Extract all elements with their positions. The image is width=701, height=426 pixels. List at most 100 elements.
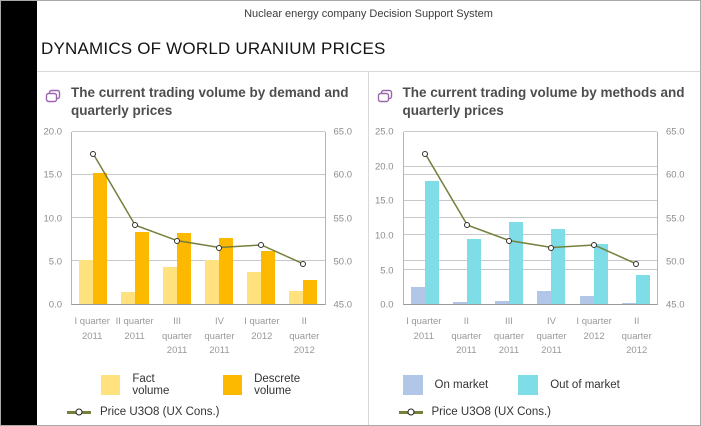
price-line [72,132,325,304]
bar-descrete-volume [135,232,150,305]
right-axis-tick-label: 60.0 [333,169,353,181]
left-axis-tick-label: 15.0 [375,195,394,207]
bar-on-market [495,301,510,305]
legend-label-price: Price U3O8 (UX Cons.) [431,406,552,418]
bar-group [240,132,282,305]
plot-area [402,131,658,306]
left-axis-tick-label: 25.0 [375,126,394,138]
legend-item-out-of-market: Out of market [518,375,620,395]
bar-group [156,132,198,305]
x-axis-label: IV quarter 2011 [204,316,235,356]
right-axis-tick-label: 65.0 [333,126,353,138]
gridline [72,131,325,132]
bar-out-of-market [593,244,608,305]
legend-item-fact-volume: Fact volume [101,373,193,397]
bar-group [446,132,488,305]
gridline [403,165,657,167]
price-point-marker [463,222,470,229]
bar-on-market [621,303,636,305]
x-axis-label: II quarter 2012 [621,316,652,356]
chart-panels: The current trading volume by demand and… [37,71,700,425]
chart-volume-by-demand: 0.0 5.0 10.0 15.0 20.0 45.0 50.0 55.0 60.0 65.0 [37,127,368,311]
bar-out-of-market [635,274,650,305]
gridline [403,260,657,262]
left-axis-tick-label: 20.0 [375,161,394,173]
x-axis-label: III quarter 2011 [493,316,525,356]
bar-descrete-volume [219,238,234,305]
gridline [72,260,325,262]
legend-line-row: Price U3O8 (UX Cons.) [369,399,701,425]
right-axis-tick-label: 45.0 [333,299,353,311]
gridline [403,199,657,201]
bar-group [72,132,114,305]
panel-volume-by-demand: The current trading volume by demand and… [37,72,369,425]
bar-out-of-market [424,180,439,305]
left-axis-ticks: 0.0 5.0 10.0 15.0 20.0 [37,127,66,311]
legend-bars-row: Fact volume Descrete volume [37,371,368,399]
price-point-marker [590,241,597,248]
x-axis-labels: I quarter 2011 II quarter 2011 III quarter… [403,313,659,365]
legend-item-descrete-volume: Descrete volume [222,373,338,397]
legend: Fact volume Descrete volume Price U3O8 (… [37,371,368,425]
x-axis-label: I quarter 2011 [74,316,110,342]
gridline [72,174,325,176]
right-axis-tick-label: 65.0 [666,126,685,138]
bar-descrete-volume [261,251,276,305]
price-point-marker [300,260,307,267]
bar-fact-volume [247,271,262,305]
price-line-marker-icon [67,407,91,417]
bar-descrete-volume [177,232,192,305]
panel-title: The current trading volume by demand and… [71,85,349,119]
bar-group [573,132,615,305]
right-axis-tick-label: 50.0 [333,256,353,268]
folder-icon[interactable] [45,89,61,122]
legend-label: On market [434,379,489,391]
chart-volume-by-methods: 0.0 5.0 10.0 15.0 20.0 25.0 45.0 50.0 55.0 60.0 6… [369,127,701,311]
fact-volume-swatch [101,375,121,395]
legend-item-on-market: On market [402,375,489,395]
bar-group [404,132,446,305]
gridline [72,217,325,219]
right-axis-ticks: 45.0 50.0 55.0 60.0 65.0 [328,127,368,311]
bar-fact-volume [121,291,136,305]
left-axis-tick-label: 10.0 [375,230,394,242]
plot-area [71,131,326,306]
x-axis-label: I quarter 2012 [576,316,612,342]
price-line [404,132,658,304]
gridline [403,268,657,270]
panel-title: The current trading volume by methods an… [402,85,685,119]
panel-header: The current trading volume by methods an… [369,72,701,126]
x-axis-labels: I quarter 2011 II quarter 2011 III quarter… [71,313,326,365]
legend: On market Out of market Price U3O8 (UX C… [369,371,701,425]
bar-descrete-volume [93,173,108,305]
on-market-swatch [402,375,423,395]
gridline [403,217,657,219]
left-black-sidebar [1,1,37,425]
left-axis-tick-label: 0.0 [48,299,62,311]
bar-descrete-volume [303,280,318,305]
price-point-marker [506,237,513,244]
price-point-marker [216,244,223,251]
bar-fact-volume [289,290,304,305]
bar-group [198,132,240,305]
descrete-volume-swatch [222,375,243,395]
bar-fact-volume [205,259,220,305]
legend-line-row: Price U3O8 (UX Cons.) [37,399,368,425]
price-line-marker-icon [398,407,423,417]
content-area: Nuclear energy company Decision Support … [37,1,700,425]
left-axis-tick-label: 15.0 [43,169,63,181]
right-axis-tick-label: 45.0 [666,299,685,311]
legend-bars-row: On market Out of market [369,371,701,399]
folder-icon[interactable] [377,89,393,122]
x-axis-label: II quarter 2011 [451,316,482,356]
price-point-marker [90,150,97,157]
legend-label: Descrete volume [254,373,301,397]
price-point-marker [174,237,181,244]
left-axis-tick-label: 20.0 [43,126,63,138]
x-axis-label: I quarter 2011 [406,316,442,342]
bar-group [282,132,324,305]
right-axis-ticks: 45.0 50.0 55.0 60.0 65.0 [660,127,700,311]
legend-label: Out of market [550,379,620,391]
bar-fact-volume [163,266,178,305]
